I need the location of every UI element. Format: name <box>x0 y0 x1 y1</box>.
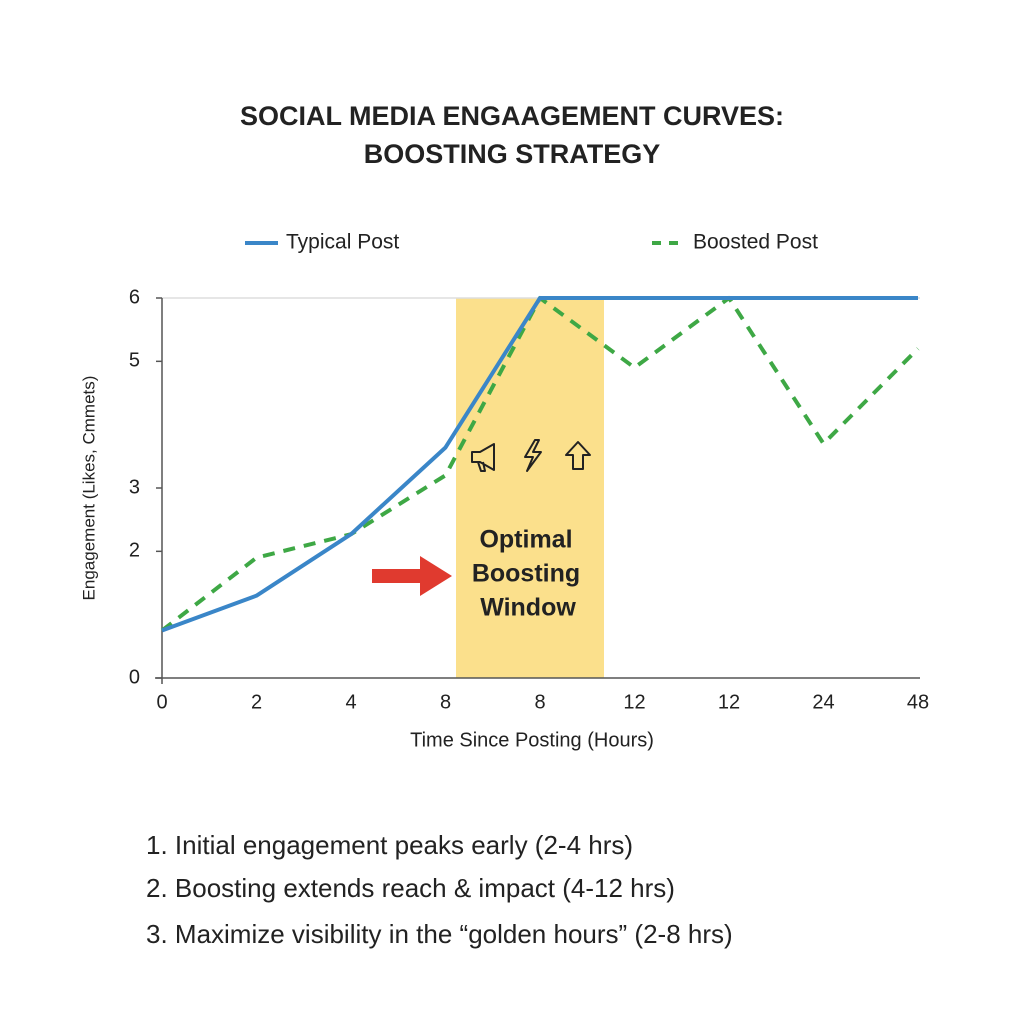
x-tick-label: 4 <box>345 691 356 713</box>
icons <box>471 439 591 472</box>
note: 2. Boosting extends reach & impact (4-12… <box>146 873 675 903</box>
series-line <box>161 296 918 633</box>
note: 3. Maximize visibility in the “golden ho… <box>146 919 733 949</box>
x-axis-label: Time Since Posting (Hours) <box>410 729 654 751</box>
x-tick-label: 8 <box>440 691 451 713</box>
y-tick-label: 5 <box>129 350 140 372</box>
chart-title: BOOSTING STRATEGY <box>364 139 661 169</box>
x-tick-label: 2 <box>251 691 262 713</box>
legend-label: Typical Post <box>286 231 399 254</box>
x-tick-label: 12 <box>718 691 740 713</box>
chart-title: SOCIAL MEDIA ENGAAGEMENT CURVES: <box>240 101 784 131</box>
x-tick-label: 8 <box>534 691 545 713</box>
legend-label: Boosted Post <box>693 231 818 254</box>
y-tick-label: 0 <box>129 666 140 688</box>
x-tick-label: 12 <box>623 691 645 713</box>
annotation: Boosting <box>472 560 580 588</box>
y-tick-label: 2 <box>129 540 140 562</box>
y-tick-label: 6 <box>129 286 140 308</box>
x-tick-label: 48 <box>907 691 929 713</box>
x-tick-label: 24 <box>812 691 834 713</box>
boost-window <box>456 298 604 678</box>
annotation: Window <box>480 594 576 622</box>
x-tick-label: 0 <box>156 691 167 713</box>
annotation: Optimal <box>479 526 572 554</box>
red-arrow <box>372 556 452 596</box>
y-axis-label: Engagement (Likes, Cmmets) <box>79 376 98 601</box>
y-tick-label: 3 <box>129 476 140 498</box>
note: 1. Initial engagement peaks early (2-4 h… <box>146 830 633 860</box>
